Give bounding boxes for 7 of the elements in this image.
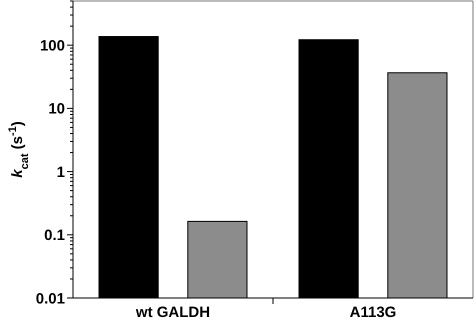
y-tick-label: 10: [48, 100, 65, 118]
y-tick-label: 100: [40, 37, 65, 54]
y-tick-label: 0.1: [44, 227, 65, 244]
x-tick-label: A113G: [350, 304, 396, 321]
y-tick-label: 1: [56, 164, 65, 181]
x-tick-label: wt GALDH: [134, 304, 210, 321]
y-tick-label: 0.01: [36, 290, 65, 308]
